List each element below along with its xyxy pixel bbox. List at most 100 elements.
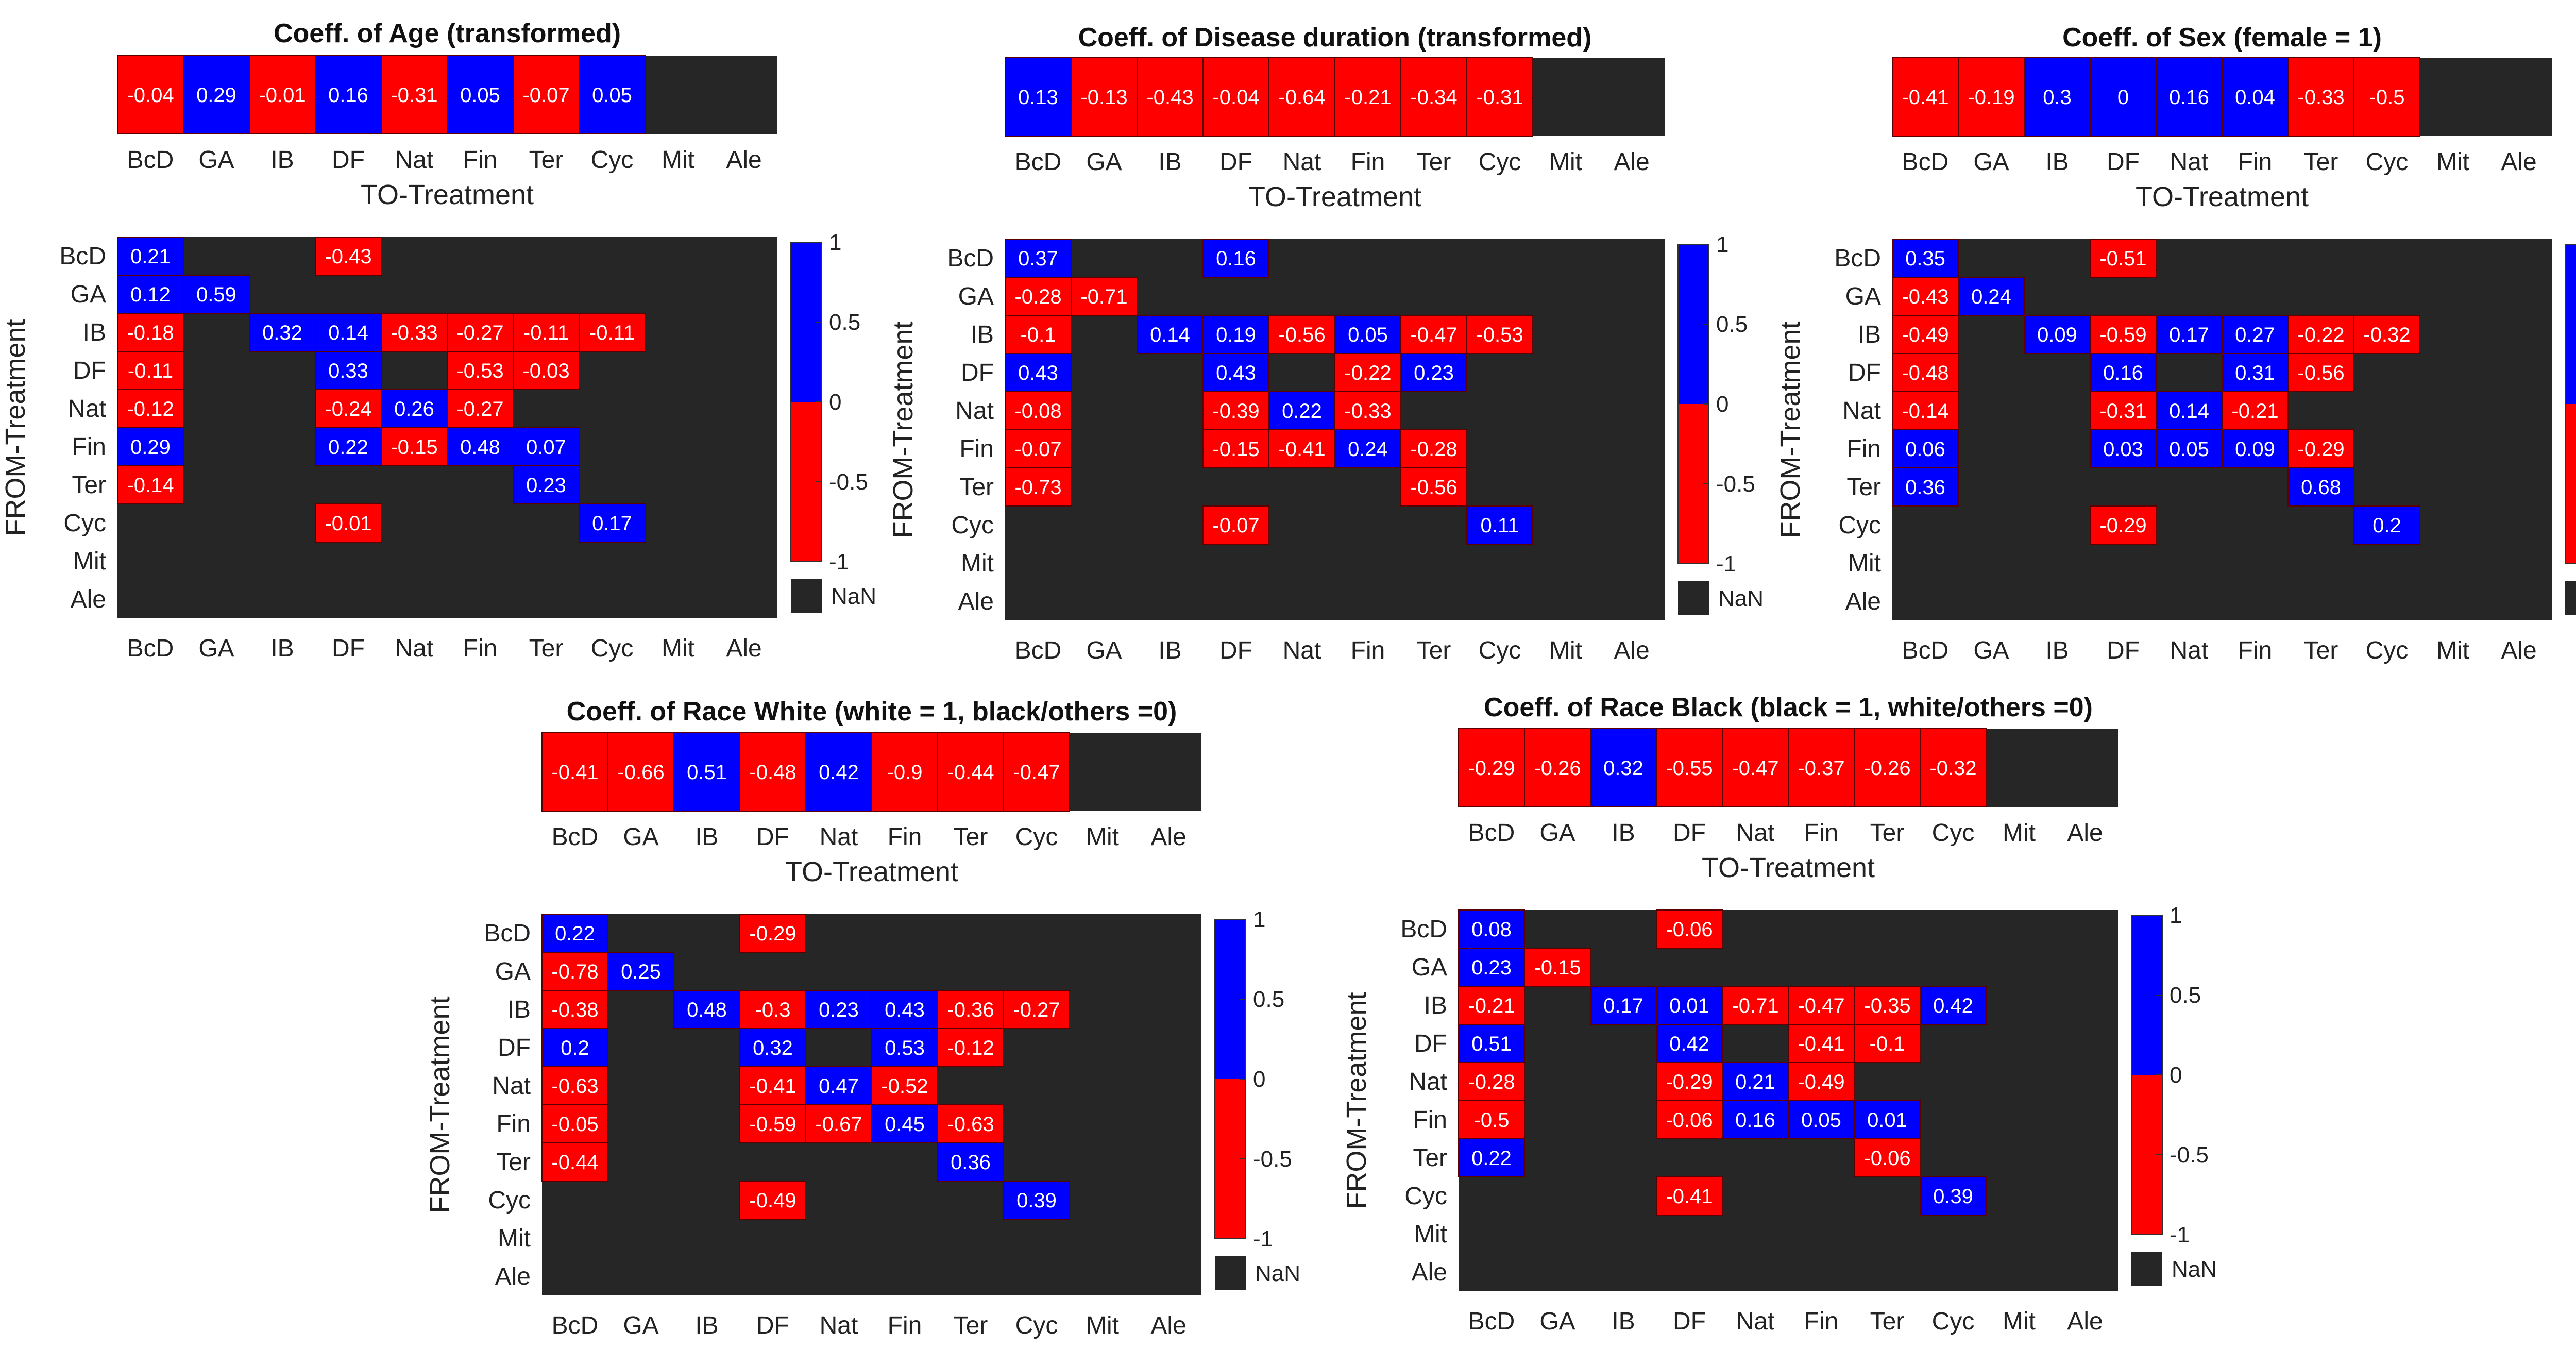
to-cell-label: -0.21 [1344, 86, 1391, 109]
matrix-cell [2287, 353, 2354, 392]
matrix-cell [315, 237, 382, 276]
to-row-tick-label: GA [1086, 148, 1122, 176]
matrix-y-tick-label: IB [1424, 992, 1447, 1019]
panel-title: Coeff. of Race White (white = 1, black/o… [567, 697, 1177, 727]
to-row-tick-label: Cyc [1015, 823, 1058, 851]
matrix-cell [1202, 506, 1269, 545]
matrix-cell-label: -0.33 [391, 322, 437, 344]
colorbar-tick-label: 0 [1716, 392, 1728, 417]
to-row-tick-label: Nat [1283, 148, 1321, 176]
matrix-x-tick-label: Nat [1736, 1308, 1775, 1335]
matrix-cell-label: -0.11 [523, 322, 569, 344]
matrix-cell-label: 0.25 [621, 961, 661, 983]
matrix-y-tick-label: Ale [71, 586, 106, 613]
matrix-y-tick-label: DF [961, 359, 994, 386]
matrix-cell-label: 0.39 [1016, 1189, 1057, 1212]
matrix-cell-label: -0.14 [1902, 400, 1948, 423]
transition-matrix: 0.37 0.16-0.28 -0.71-0.1 0.14 0.19 -0.56 0.05-… [888, 239, 1665, 664]
matrix-y-tick-label: Cyc [1838, 512, 1881, 539]
to-cell [1656, 728, 1723, 807]
matrix-cell-label: 0.24 [1348, 438, 1388, 461]
matrix-cell [1788, 1024, 1855, 1063]
matrix-cell [937, 990, 1004, 1029]
matrix-cell-label: 0.23 [526, 474, 566, 497]
matrix-cell-label: 0.32 [753, 1037, 793, 1059]
matrix-cell [1334, 391, 1401, 430]
matrix-cell-label: -0.15 [1534, 956, 1581, 979]
transition-matrix: 0.08 -0.06 0.23 -0.15 -0.21 0.17 0.01 -0.71 -0.4… [1341, 909, 2118, 1335]
heatmap-panel-3: Coeff. of Sex (female = 1) -0.41 -0.19 0.3 0… [1775, 23, 2576, 664]
matrix-x-tick-label: Mit [2003, 1308, 2036, 1335]
matrix-cell-label: -0.22 [1344, 362, 1391, 384]
matrix-cell [1458, 1138, 1525, 1177]
matrix-cell [541, 1066, 608, 1105]
to-row-tick-label: Mit [662, 146, 694, 174]
matrix-cell-label: -0.3 [755, 999, 791, 1021]
to-cell [1958, 57, 2025, 137]
to-cell [1458, 728, 1525, 807]
matrix-cell [1892, 429, 1959, 468]
matrix-cell [381, 389, 448, 428]
matrix-cell-label: -0.28 [1468, 1071, 1515, 1093]
matrix-cell-label: -0.11 [128, 360, 173, 382]
to-cell [1137, 57, 1204, 137]
to-cell-label: -0.13 [1080, 86, 1127, 109]
matrix-cell [1656, 1100, 1723, 1139]
matrix-cell [1400, 467, 1467, 507]
matrix-cell [1892, 277, 1959, 316]
matrix-cell-label: 0.47 [819, 1075, 859, 1098]
to-cell-label: 0.16 [328, 84, 368, 107]
matrix-cell-label: -0.21 [1468, 995, 1515, 1017]
panel-title: Coeff. of Disease duration (transformed) [1078, 23, 1592, 53]
matrix-cell-label: 0.09 [2235, 438, 2275, 461]
matrix-x-tick-label: Fin [2238, 637, 2273, 664]
matrix-cell-label: 0.16 [1735, 1109, 1775, 1132]
matrix-x-tick-label: IB [2045, 637, 2069, 664]
to-cell [2090, 57, 2157, 137]
matrix-cell-label: 0.17 [2169, 324, 2209, 346]
to-cell-label: 0.29 [196, 84, 236, 107]
matrix-y-tick-label: Ter [1846, 474, 1881, 501]
matrix-y-tick-label: Fin [496, 1110, 531, 1138]
to-cell-label: -0.19 [1968, 86, 2014, 109]
to-row-tick-label: DF [2107, 148, 2140, 176]
to-treatment-row: 0.13 -0.13 -0.43 -0.04 -0.64 -0.21 -0.34 -0.31 B… [1005, 57, 1665, 212]
to-treatment-row: -0.41 -0.66 0.51 -0.48 0.42 -0.9 -0.44 -0.47 BcD… [541, 732, 1201, 887]
matrix-cell [1958, 277, 2025, 316]
matrix-x-tick-label: Ale [1614, 637, 1649, 664]
to-cell-label: -0.26 [1534, 757, 1581, 780]
matrix-cell [1458, 909, 1525, 949]
matrix-y-tick-label: Ale [958, 588, 994, 615]
matrix-cell-label: 0.59 [196, 283, 236, 306]
matrix-cell-label: -0.1 [1021, 324, 1056, 346]
to-cell [937, 732, 1004, 812]
matrix-y-tick-label: BcD [59, 243, 106, 270]
to-row-tick-label: IB [2045, 148, 2069, 176]
to-cell [1466, 57, 1533, 137]
to-cell-label: -0.9 [887, 761, 923, 784]
matrix-x-tick-label: Ter [1417, 637, 1451, 664]
matrix-cell [2353, 315, 2420, 354]
matrix-x-tick-label: DF [1219, 637, 1252, 664]
matrix-x-tick-label: Nat [1283, 637, 1321, 664]
matrix-cell-label: 0.16 [2103, 362, 2143, 384]
to-cell-label: -0.5 [2369, 86, 2405, 109]
matrix-cell-label: 0.43 [885, 999, 925, 1021]
colorbar-tick-label: 0.5 [829, 310, 860, 335]
to-cell [673, 732, 740, 812]
to-row-tick-label: Ter [1870, 819, 1905, 847]
to-row-tick-label: IB [270, 146, 294, 174]
matrix-cell [1071, 277, 1138, 316]
to-cell-label: -0.33 [2297, 86, 2344, 109]
matrix-cell-label: 0.17 [1603, 995, 1643, 1017]
matrix-cell [673, 990, 740, 1029]
to-row-tick-label: DF [1673, 819, 1706, 847]
nan-swatch [2565, 581, 2576, 615]
matrix-x-tick-label: Cyc [1479, 637, 1521, 664]
matrix-cell [117, 275, 184, 314]
matrix-x-tick-label: Ale [726, 635, 761, 662]
matrix-cell [1202, 315, 1269, 354]
to-row-tick-label: Ale [2067, 819, 2103, 847]
matrix-cell-label: -0.51 [2099, 247, 2146, 270]
matrix-cell-label: 0.36 [1905, 476, 1945, 499]
